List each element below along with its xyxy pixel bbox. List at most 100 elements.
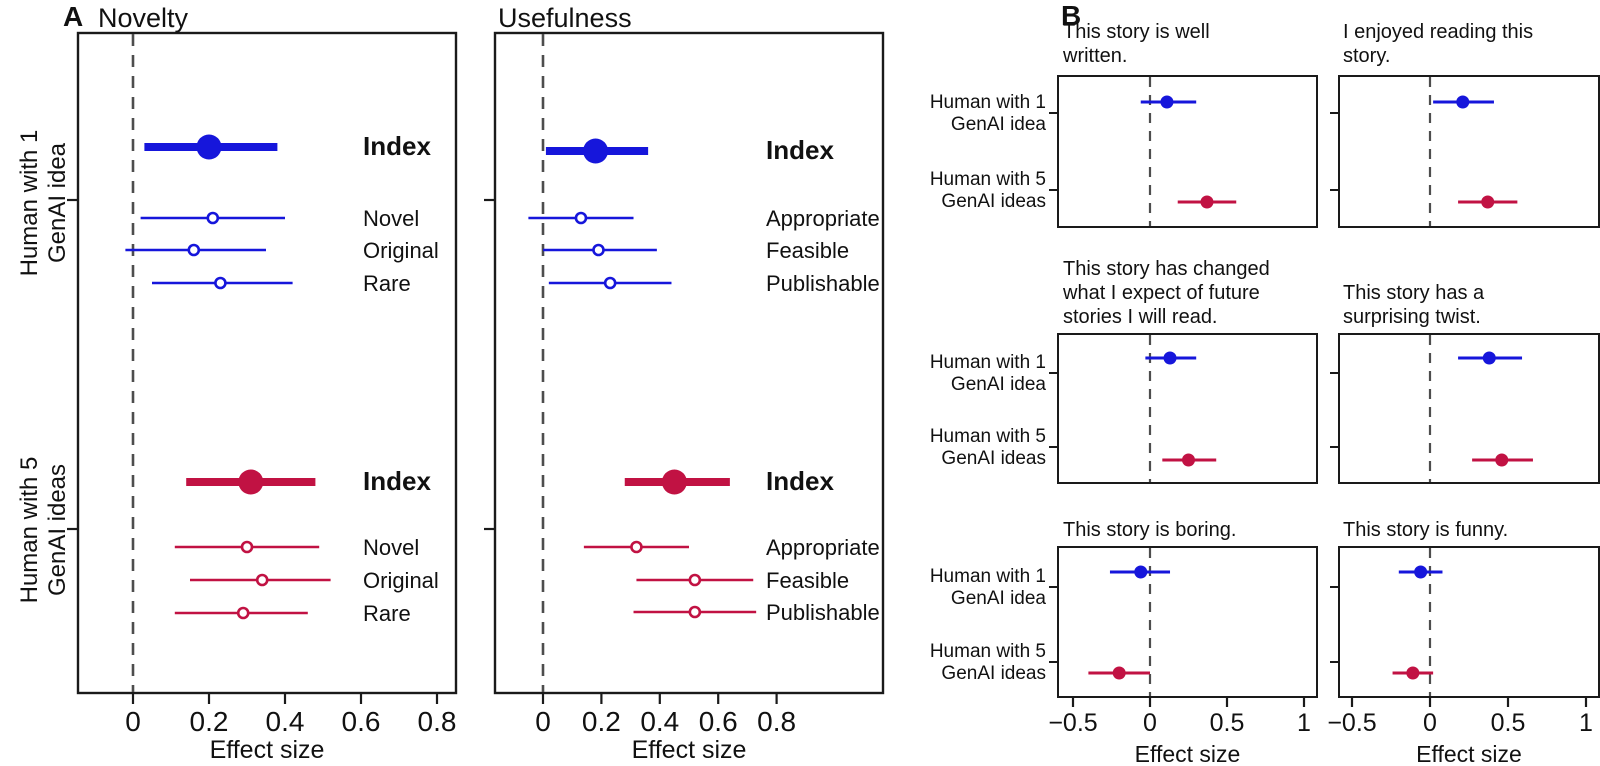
summary-point-marker — [196, 134, 222, 160]
b-title-boring: This story is boring. — [1063, 518, 1236, 542]
y-axis-label-condition-2: Human with 5 GenAI ideas — [15, 360, 73, 700]
b-title-line: This story is boring. — [1063, 519, 1237, 541]
b-title-line: surprising twist. — [1343, 306, 1481, 328]
b-row-label-line: GenAI idea — [950, 113, 1046, 135]
point-marker — [1160, 95, 1174, 109]
x-tick-label: 0.5 — [1491, 709, 1526, 737]
x-tick-label: 0.8 — [757, 706, 796, 737]
row-label: Feasible — [766, 568, 849, 593]
b-title-surprising-twist: This story has a surprising twist. — [1343, 281, 1484, 329]
row-label: Index — [363, 466, 431, 496]
b-row-label-line: Human with 5 — [929, 426, 1046, 447]
plot-frame — [1338, 333, 1600, 484]
point-marker — [1182, 453, 1195, 467]
b-row-label-line: Human with 5 — [929, 641, 1046, 662]
x-tick-label: −0.5 — [1048, 709, 1097, 737]
b-left-xaxis-label: Effect size — [1134, 741, 1241, 766]
x-tick-label: 0.4 — [640, 706, 679, 737]
panel-a-letter: A — [63, 1, 84, 32]
point-marker — [1406, 666, 1420, 680]
b-row-label-condition-1: Human with 1 GenAI idea — [876, 566, 1046, 609]
condition-1-label-line1: Human with 1 — [16, 129, 43, 277]
summary-point-marker — [238, 469, 264, 495]
row-label: Index — [766, 135, 834, 165]
row-label: Appropriate — [766, 206, 880, 231]
b-row-label-condition-1: Human with 1 GenAI idea — [876, 92, 1046, 135]
plot-frame — [493, 31, 885, 695]
point-marker — [187, 243, 201, 257]
condition-1-label-line2: GenAI idea — [44, 142, 71, 264]
usefulness-title: Usefulness — [498, 3, 632, 33]
row-label: Appropriate — [766, 535, 880, 560]
summary-point-marker — [661, 469, 687, 495]
b-row-label-condition-2: Human with 5 GenAI ideas — [876, 641, 1046, 684]
point-marker — [1481, 195, 1495, 209]
x-tick-label: 1 — [1297, 709, 1311, 737]
row-label: Novel — [363, 535, 419, 560]
novelty-xaxis-label: Effect size — [209, 736, 325, 764]
x-tick-label: 1 — [1579, 709, 1593, 737]
b-row-label-line: GenAI idea — [950, 587, 1046, 609]
summary-point-marker — [583, 138, 609, 164]
row-label: Publishable — [766, 600, 880, 625]
x-tick-label: 0.4 — [266, 706, 305, 737]
x-tick-label: 0.8 — [418, 706, 457, 737]
b-title-changed-expectations: This story has changed what I expect of … — [1063, 257, 1270, 329]
b-row-label-condition-2: Human with 5 GenAI ideas — [876, 169, 1046, 212]
b-title-line: This story is funny. — [1343, 519, 1509, 541]
row-label: Original — [363, 238, 439, 263]
b-title-line: story. — [1343, 45, 1391, 67]
condition-2-label-line1: Human with 5 — [16, 456, 43, 604]
b-title-enjoyed-reading: I enjoyed reading this story. — [1343, 20, 1533, 68]
plot-frame — [1338, 546, 1600, 698]
point-marker — [1200, 195, 1214, 209]
b-row-label-line: GenAI ideas — [941, 447, 1046, 469]
point-marker — [1414, 565, 1428, 579]
b-title-line: stories I will read. — [1063, 306, 1218, 328]
b-title-line: This story has changed — [1063, 258, 1270, 280]
point-marker — [1456, 95, 1470, 109]
plot-frame — [1057, 546, 1318, 698]
plot-frame — [1057, 333, 1318, 484]
point-marker — [574, 211, 588, 225]
b-row-label-line: GenAI idea — [950, 373, 1046, 395]
row-label: Original — [363, 568, 439, 593]
plot-frame — [1057, 75, 1318, 228]
b-row-label-condition-1: Human with 1 GenAI idea — [876, 352, 1046, 395]
point-marker — [214, 276, 227, 290]
row-label: Publishable — [766, 271, 880, 296]
point-marker — [1163, 351, 1177, 365]
b-title-line: what I expect of future — [1063, 282, 1260, 304]
x-tick-label: 0.5 — [1210, 709, 1245, 737]
point-marker — [236, 606, 250, 620]
point-marker — [1495, 453, 1509, 467]
x-tick-label: 0.2 — [582, 706, 621, 737]
b-row-label-line: Human with 1 — [929, 352, 1046, 373]
x-tick-label: −0.5 — [1327, 709, 1376, 737]
b-title-line: I enjoyed reading this — [1343, 21, 1534, 43]
novelty-title: Novelty — [98, 3, 189, 33]
x-tick-label: 0 — [535, 706, 551, 737]
b-title-funny: This story is funny. — [1343, 518, 1508, 542]
usefulness-xaxis-label: Effect size — [631, 736, 747, 764]
point-marker — [1112, 666, 1126, 680]
point-marker — [688, 573, 702, 587]
row-label: Index — [363, 131, 431, 161]
row-label: Feasible — [766, 238, 849, 263]
x-tick-label: 0 — [1423, 709, 1437, 737]
point-marker — [592, 243, 605, 257]
b-row-label-line: Human with 1 — [929, 566, 1046, 587]
plot-frame — [1338, 75, 1600, 228]
point-marker — [206, 211, 220, 225]
row-label: Novel — [363, 206, 419, 231]
x-tick-label: 0.6 — [699, 706, 738, 737]
point-marker — [1482, 351, 1496, 365]
b-row-label-line: GenAI ideas — [941, 662, 1046, 684]
x-tick-label: 0.6 — [342, 706, 381, 737]
b-row-label-condition-2: Human with 5 GenAI ideas — [876, 426, 1046, 469]
row-label: Rare — [363, 271, 411, 296]
x-tick-label: 0 — [125, 706, 141, 737]
condition-2-label-line2: GenAI ideas — [44, 463, 71, 597]
b-row-label-line: Human with 1 — [929, 92, 1046, 113]
